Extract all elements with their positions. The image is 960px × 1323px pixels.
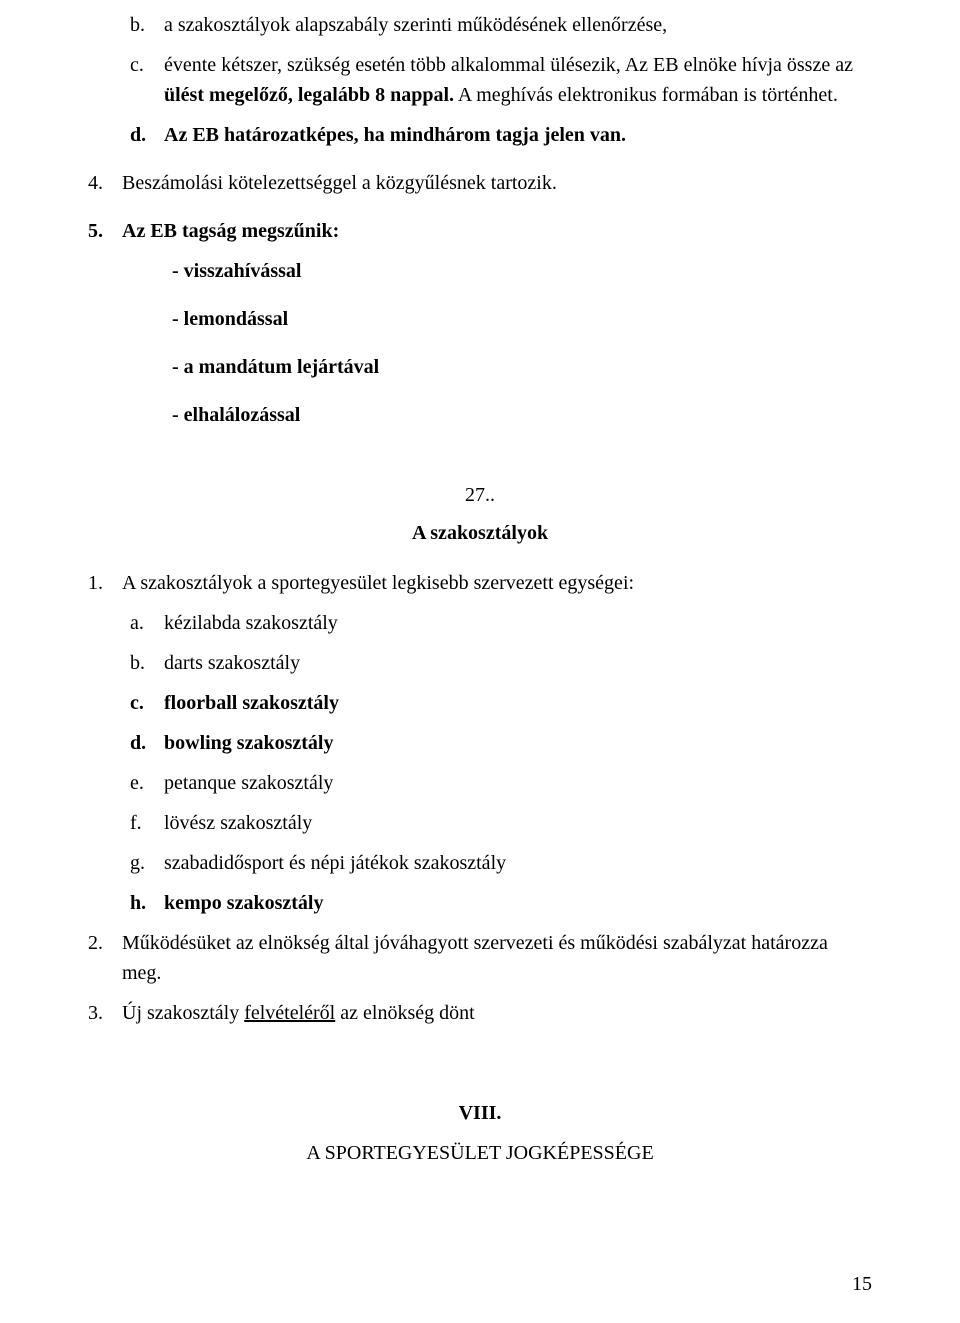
roman-heading-viii: VIII. [88, 1098, 872, 1128]
dash-text: - visszahívással [172, 256, 301, 286]
dash-text: - elhalálozással [172, 400, 300, 430]
list-marker: 3. [88, 998, 122, 1028]
list-text: bowling szakosztály [164, 728, 872, 758]
list-marker: 5. [88, 216, 122, 246]
numbered-item-27-1: 1. A szakosztályok a sportegyesület legk… [88, 568, 872, 598]
sublist-item-d: d. bowling szakosztály [130, 728, 872, 758]
list-marker: f. [130, 808, 164, 838]
sublist-item-e: e. petanque szakosztály [130, 768, 872, 798]
list-marker: b. [130, 648, 164, 678]
dash-item: - visszahívással [172, 256, 872, 286]
numbered-item-4: 4. Beszámolási kötelezettséggel a közgyű… [88, 168, 872, 198]
dash-item: - a mandátum lejártával [172, 352, 872, 382]
list-marker: g. [130, 848, 164, 878]
list-text: floorball szakosztály [164, 688, 872, 718]
list-marker: c. [130, 688, 164, 718]
list-marker: d. [130, 728, 164, 758]
numbered-item-27-3: 3. Új szakosztály felvételéről az elnöks… [88, 998, 872, 1028]
list-marker: h. [130, 888, 164, 918]
list-marker: c. [130, 50, 164, 80]
section-number-27: 27.. [88, 480, 872, 510]
sublist-item-a: a. kézilabda szakosztály [130, 608, 872, 638]
list-text: kempo szakosztály [164, 888, 872, 918]
text-underlined: felvételéről [244, 1002, 335, 1024]
numbered-item-5: 5. Az EB tagság megszűnik: [88, 216, 872, 246]
list-text: darts szakosztály [164, 648, 872, 678]
sublist-item-f: f. lövész szakosztály [130, 808, 872, 838]
list-marker: 2. [88, 928, 122, 958]
list-marker: a. [130, 608, 164, 638]
dash-item: - lemondással [172, 304, 872, 334]
page-number: 15 [852, 1269, 872, 1299]
roman-title-viii: A SPORTEGYESÜLET JOGKÉPESSÉGE [88, 1138, 872, 1168]
list-text: A szakosztályok a sportegyesület legkise… [122, 568, 872, 598]
sublist-item-c: c. floorball szakosztály [130, 688, 872, 718]
list-text: Az EB tagság megszűnik: [122, 216, 872, 246]
list-marker: e. [130, 768, 164, 798]
list-marker: 1. [88, 568, 122, 598]
sublist-item-h: h. kempo szakosztály [130, 888, 872, 918]
list-text: Az EB határozatképes, ha mindhárom tagja… [164, 120, 872, 150]
text-pre: Új szakosztály [122, 1002, 244, 1024]
list-text: kézilabda szakosztály [164, 608, 872, 638]
section-title-27: A szakosztályok [88, 518, 872, 548]
dash-list: - visszahívással - lemondással - a mandá… [172, 256, 872, 430]
text-bold: ülést megelőző, legalább 8 nappal. [164, 84, 454, 106]
list-text: lövész szakosztály [164, 808, 872, 838]
text-post: az elnökség dönt [335, 1002, 474, 1024]
list-item-c: c. évente kétszer, szükség esetén több a… [130, 50, 872, 110]
list-text: szabadidősport és népi játékok szakosztá… [164, 848, 872, 878]
dash-item: - elhalálozással [172, 400, 872, 430]
list-marker: 4. [88, 168, 122, 198]
list-marker: d. [130, 120, 164, 150]
list-item-d: d. Az EB határozatképes, ha mindhárom ta… [130, 120, 872, 150]
list-text: Működésüket az elnökség által jóváhagyot… [122, 928, 872, 988]
list-item-b: b. a szakosztályok alapszabály szerinti … [130, 10, 872, 40]
list-marker: b. [130, 10, 164, 40]
list-text: a szakosztályok alapszabály szerinti műk… [164, 10, 872, 40]
sublist-item-b: b. darts szakosztály [130, 648, 872, 678]
list-text: petanque szakosztály [164, 768, 872, 798]
sublist-item-g: g. szabadidősport és népi játékok szakos… [130, 848, 872, 878]
text-line: A meghívás elektronikus formában is tört… [454, 84, 838, 106]
numbered-item-27-2: 2. Működésüket az elnökség által jóváhag… [88, 928, 872, 988]
list-text: Beszámolási kötelezettséggel a közgyűlés… [122, 168, 872, 198]
list-text: évente kétszer, szükség esetén több alka… [164, 50, 872, 110]
list-text: Új szakosztály felvételéről az elnökség … [122, 998, 872, 1028]
dash-text: - lemondással [172, 304, 288, 334]
dash-text: - a mandátum lejártával [172, 352, 379, 382]
text-line: évente kétszer, szükség esetén több alka… [164, 54, 853, 76]
